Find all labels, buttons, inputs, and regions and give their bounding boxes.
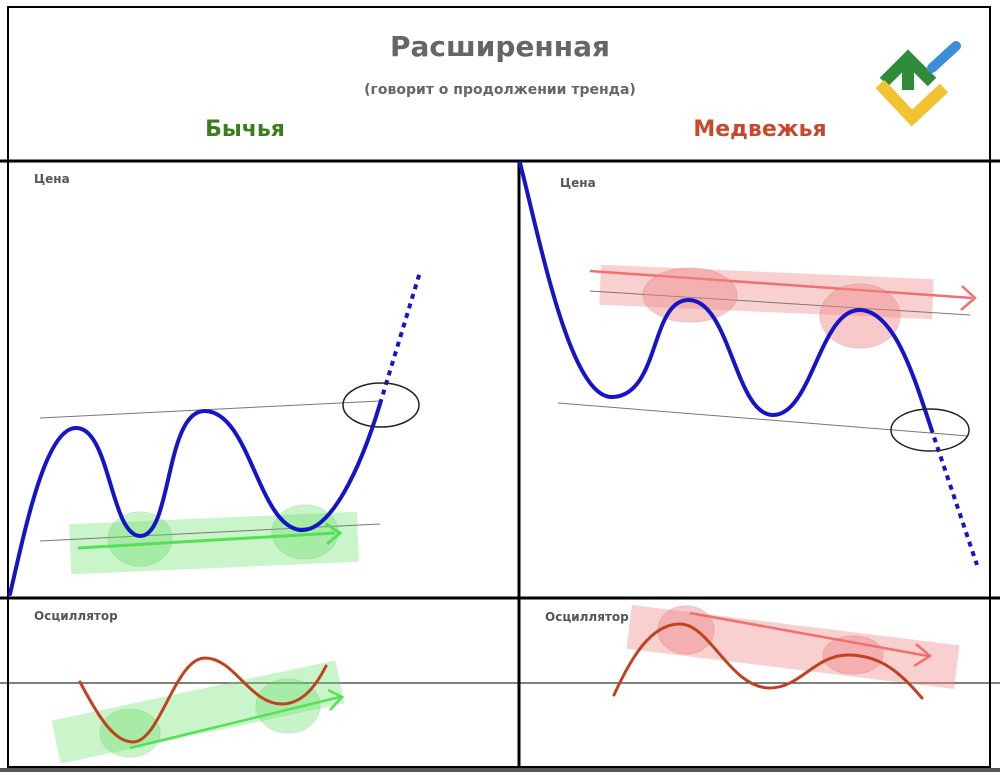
- bear-oscillator-arrow: [689, 611, 929, 658]
- bull-oscillator-arrow: [129, 695, 341, 750]
- bull-price-chart: [8, 271, 422, 596]
- bull-oscillator-line: [78, 656, 328, 744]
- bear-oscillator-line: [612, 622, 924, 700]
- bear-oscillator-axis-label: Осциллятор: [545, 610, 629, 624]
- bull-support-arrow: [77, 531, 336, 550]
- page-title: Расширенная: [390, 30, 610, 63]
- bull-support-line: [39, 523, 381, 542]
- bull-low-1-highlight: [107, 511, 173, 567]
- logo-yellow-chevron: [875, 79, 949, 127]
- bear-price-chart: [518, 161, 979, 566]
- bear-oscillator-high-1: [657, 605, 715, 655]
- bull-oscillator-zone: [51, 660, 345, 764]
- bear-high-1-highlight: [642, 267, 738, 323]
- bearish-heading: Медвежья: [693, 117, 827, 142]
- frame-lines: [0, 6, 1000, 772]
- bear-support-line: [557, 402, 969, 437]
- outer-border: [7, 6, 991, 768]
- page-subtitle: (говорит о продолжении тренда): [364, 82, 636, 98]
- bull-resistance-line: [39, 400, 381, 419]
- bull-support-arrowhead: [325, 522, 343, 546]
- bear-price-line: [518, 161, 933, 430]
- bull-oscillator-axis-label: Осциллятор: [34, 609, 118, 623]
- bull-oscillator-arrowhead: [327, 688, 345, 711]
- bear-oscillator-chart: [612, 605, 960, 700]
- bear-resistance-line: [589, 290, 971, 316]
- bull-oscillator-chart: [51, 656, 345, 764]
- brand-logo-icon: [875, 41, 961, 127]
- bear-oscillator-zone: [626, 605, 960, 689]
- bear-oscillator-arrowhead: [913, 643, 933, 668]
- bear-resistance-arrowhead: [960, 285, 977, 311]
- bull-oscillator-low-1: [99, 708, 161, 758]
- bull-price-axis-label: Цена: [34, 172, 70, 186]
- bull-price-line: [8, 402, 382, 596]
- bullish-heading: Бычья: [205, 117, 285, 142]
- bull-oscillator-low-2: [255, 678, 321, 734]
- bear-high-2-highlight: [819, 283, 901, 349]
- bear-price-projection: [929, 427, 979, 566]
- bull-support-zone: [69, 511, 359, 575]
- bull-breakout-circle: [342, 382, 420, 428]
- bear-breakout-circle: [890, 408, 970, 452]
- bear-resistance-arrow: [589, 269, 973, 300]
- bull-price-projection: [378, 271, 422, 405]
- logo-blue-bar: [927, 41, 961, 73]
- bear-price-axis-label: Цена: [560, 176, 596, 190]
